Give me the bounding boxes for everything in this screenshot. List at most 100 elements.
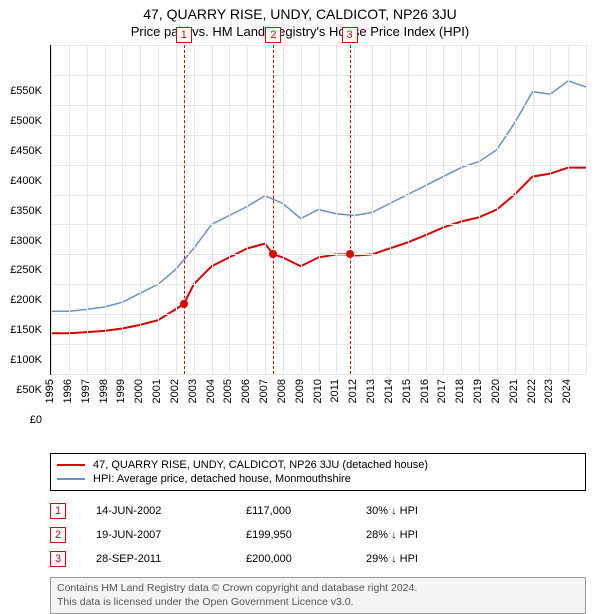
x-axis-labels: 1995199619971998199920002001200220032004… xyxy=(50,377,600,413)
x-tick-label: 2014 xyxy=(383,379,395,403)
sale-events-table: 1 14-JUN-2002£117,00030% ↓ HPI 2 19-JUN-200… xyxy=(50,499,586,571)
x-tick-label: 2015 xyxy=(401,379,413,403)
y-tick-label: £0 xyxy=(30,414,42,426)
chart-container: 47, QUARRY RISE, UNDY, CALDICOT, NP26 3J… xyxy=(0,0,600,590)
gridline-vertical xyxy=(354,45,355,374)
y-tick-label: £200K xyxy=(10,294,42,306)
x-tick-label: 2005 xyxy=(222,379,234,403)
gridline-vertical xyxy=(69,45,70,374)
gridline-vertical xyxy=(105,45,106,374)
sale-delta: 29% ↓ HPI xyxy=(366,553,418,565)
chart-title: 47, QUARRY RISE, UNDY, CALDICOT, NP26 3J… xyxy=(0,6,600,22)
x-tick-label: 1996 xyxy=(62,379,74,403)
footer-line: This data is licensed under the Open Gov… xyxy=(57,596,579,610)
gridline-vertical xyxy=(194,45,195,374)
gridline-vertical xyxy=(283,45,284,374)
sale-marker-badge: 2 xyxy=(265,27,281,43)
x-tick-label: 2004 xyxy=(205,379,217,403)
footer-line: Contains HM Land Registry data © Crown c… xyxy=(57,582,579,596)
plot-area: 123 xyxy=(50,45,586,375)
sale-date: 14-JUN-2002 xyxy=(96,505,246,517)
y-tick-label: £350K xyxy=(10,205,42,217)
gridline-vertical xyxy=(390,45,391,374)
sale-marker-point xyxy=(269,250,277,258)
gridline-vertical xyxy=(479,45,480,374)
sale-price: £199,950 xyxy=(246,529,366,541)
gridline-vertical xyxy=(176,45,177,374)
x-tick-label: 2024 xyxy=(561,379,573,403)
sale-row-badge: 1 xyxy=(50,503,66,519)
sale-delta: 30% ↓ HPI xyxy=(366,505,418,517)
x-tick-label: 2017 xyxy=(436,379,448,403)
title-block: 47, QUARRY RISE, UNDY, CALDICOT, NP26 3J… xyxy=(0,0,600,39)
x-tick-label: 2022 xyxy=(526,379,538,403)
legend-swatch xyxy=(57,478,85,480)
y-tick-label: £100K xyxy=(10,354,42,366)
sale-marker-line xyxy=(184,45,185,374)
sale-delta: 28% ↓ HPI xyxy=(366,529,418,541)
gridline-vertical xyxy=(408,45,409,374)
legend-label: 47, QUARRY RISE, UNDY, CALDICOT, NP26 3J… xyxy=(93,459,428,471)
sale-date: 19-JUN-2007 xyxy=(96,529,246,541)
gridline-vertical xyxy=(265,45,266,374)
x-tick-label: 2002 xyxy=(169,379,181,403)
x-tick-label: 2012 xyxy=(347,379,359,403)
gridline-vertical xyxy=(122,45,123,374)
x-tick-label: 2007 xyxy=(258,379,270,403)
legend-label: HPI: Average price, detached house, Monm… xyxy=(93,473,351,485)
sale-marker-point xyxy=(346,250,354,258)
gridline-vertical xyxy=(247,45,248,374)
sale-row: 2 19-JUN-2007£199,95028% ↓ HPI xyxy=(50,523,586,547)
sale-price: £117,000 xyxy=(246,505,366,517)
y-tick-label: £250K xyxy=(10,264,42,276)
y-tick-label: £50K xyxy=(16,384,42,396)
gridline-vertical xyxy=(301,45,302,374)
x-tick-label: 2021 xyxy=(508,379,520,403)
gridline-vertical xyxy=(461,45,462,374)
x-tick-label: 2008 xyxy=(276,379,288,403)
gridline-vertical xyxy=(568,45,569,374)
gridline-vertical xyxy=(443,45,444,374)
sale-marker-badge: 3 xyxy=(342,27,358,43)
sale-marker-point xyxy=(180,300,188,308)
x-tick-label: 2019 xyxy=(472,379,484,403)
x-tick-label: 2003 xyxy=(187,379,199,403)
sale-row: 328-SEP-2011£200,00029% ↓ HPI xyxy=(50,547,586,571)
legend-swatch xyxy=(57,464,85,466)
x-tick-label: 2020 xyxy=(490,379,502,403)
gridline-vertical xyxy=(497,45,498,374)
sale-row-badge: 2 xyxy=(50,527,66,543)
gridline-vertical xyxy=(336,45,337,374)
gridline-vertical xyxy=(372,45,373,374)
x-tick-label: 2001 xyxy=(151,379,163,403)
gridline-vertical xyxy=(515,45,516,374)
chart-area: 123 xyxy=(50,45,586,375)
gridline-vertical xyxy=(51,45,52,374)
x-tick-label: 1995 xyxy=(44,379,56,403)
x-tick-label: 1998 xyxy=(98,379,110,403)
x-tick-label: 1997 xyxy=(80,379,92,403)
gridline-vertical xyxy=(87,45,88,374)
x-tick-label: 2016 xyxy=(419,379,431,403)
y-tick-label: £300K xyxy=(10,235,42,247)
sale-price: £200,000 xyxy=(246,553,366,565)
x-tick-label: 1999 xyxy=(115,379,127,403)
gridline-vertical xyxy=(158,45,159,374)
sale-date: 28-SEP-2011 xyxy=(96,553,246,565)
sale-marker-badge: 1 xyxy=(176,27,192,43)
gridline-vertical xyxy=(550,45,551,374)
x-tick-label: 2011 xyxy=(329,379,341,403)
legend: 47, QUARRY RISE, UNDY, CALDICOT, NP26 3J… xyxy=(50,453,586,491)
x-tick-label: 2010 xyxy=(312,379,324,403)
chart-subtitle: Price paid vs. HM Land Registry's House … xyxy=(0,24,600,39)
x-tick-label: 2006 xyxy=(240,379,252,403)
y-tick-label: £450K xyxy=(10,145,42,157)
sale-marker-line xyxy=(273,45,274,374)
gridline-vertical xyxy=(586,45,587,374)
gridline-vertical xyxy=(140,45,141,374)
sale-marker-line xyxy=(350,45,351,374)
gridline-vertical xyxy=(212,45,213,374)
x-tick-label: 2009 xyxy=(294,379,306,403)
y-tick-label: £500K xyxy=(10,115,42,127)
gridline-vertical xyxy=(229,45,230,374)
